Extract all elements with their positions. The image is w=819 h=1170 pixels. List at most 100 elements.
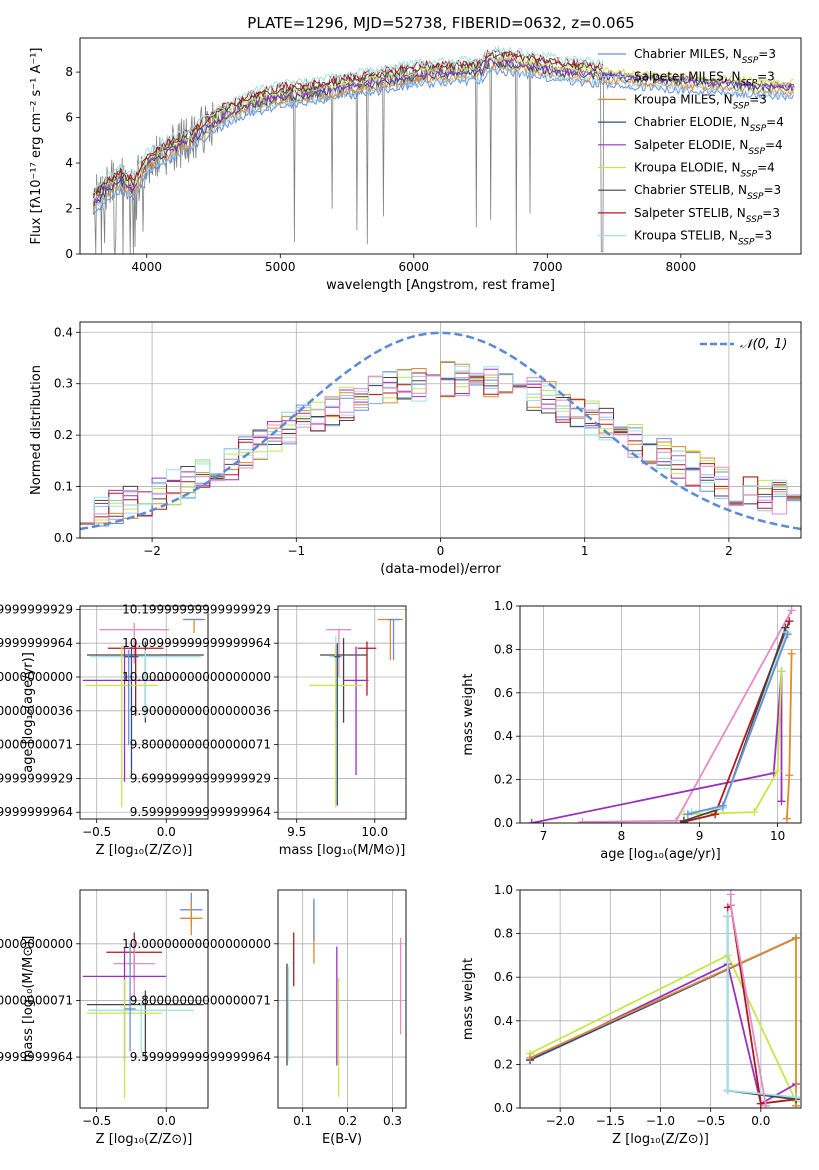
y-tick-label: 9.90000000000000036 [0,704,73,718]
y-tick-label: 0.3 [54,377,73,391]
data-point-marker [679,816,688,823]
grid-lines [80,890,208,1108]
y-tick-label: 0.2 [54,428,73,442]
chart-age-vs-mass: 9.5 10.0 9.59999999999999964 9.699999999999… [122,602,407,858]
y-tick-label: 9.90000000000000036 [130,704,271,718]
x-tick-label: 10.0 [361,825,388,839]
y-tick-label: 0 [65,247,73,261]
x-tick-label: 10 [770,829,785,843]
x-tick-label: 4000 [131,260,162,274]
figure-title: PLATE=1296, MJD=52738, FIBERID=0632, z=0… [247,14,634,32]
y-tick-label: 0.6 [494,970,513,984]
legend-entry: Chabrier STELIB, NSSP=3 [634,183,781,202]
y-tick-label: 9.59999999999999964 [0,1050,73,1064]
mass-weight-line [531,671,783,823]
model-series-line [93,44,604,194]
x-tick-label: −0.5 [696,1114,725,1128]
axes-frame [277,889,407,1109]
plot-area [80,331,801,531]
legend-entry: Salpeter ELODIE, NSSP=4 [634,138,783,157]
x-tick-label: −1.5 [596,1114,625,1128]
y-tick-label: 0.2 [494,773,513,787]
y-tick-label: 10.00000000000000000 [122,670,271,684]
y-tick-label: 2 [65,202,73,216]
data-point-marker [785,617,794,626]
data-point-marker [711,810,720,819]
plot-area [92,44,795,254]
y-tick-label: 10.19999999999999929 [122,602,271,616]
axes-frame [519,889,802,1109]
grid-lines [278,890,406,1108]
mass-weight-line [529,962,797,1105]
x-tick-label: 1 [581,544,589,558]
y-tick-label: 9.80000000000000071 [130,993,271,1007]
axes-frame [519,605,802,824]
mass-weight-line [683,671,783,816]
chart-mass-vs-Z: −0.5 0.0 9.59999999999999964 9.800000000000… [0,889,209,1147]
y-tick-label: 10.09999999999999964 [122,636,271,650]
legend-entry: Chabrier MILES, NSSP=3 [634,47,776,66]
y-tick-label: 10.19999999999999929 [0,602,73,616]
axes-frame [79,889,209,1109]
y-tick-label: 0.0 [494,1101,513,1115]
chart-mass-vs-EBV: 0.1 0.2 0.3 9.59999999999999964 9.8000000000… [122,889,407,1147]
data-point-marker [578,817,587,823]
axis-label: Z [log₁₀(Z/Z⊙)] [96,843,193,858]
legend-entry: 𝒩(0, 1) [740,337,787,352]
data-point-marker [761,1101,770,1108]
axis-label: age [log₁₀(age/yr)] [21,652,36,773]
axis-label: mass weight [461,673,476,755]
x-tick-label: 0.3 [383,1114,402,1128]
x-tick-label: 0.0 [157,825,176,839]
axis-label: E(B-V) [322,1132,362,1147]
y-tick-label: 9.69999999999999929 [0,771,73,785]
data-point-marker [791,933,800,942]
mass-weight-line [691,631,788,813]
axis-label: (data-model)/error [380,562,501,577]
chart-panels: 4000 5000 6000 7000 8000 0 2 4 6 8 wavelength [Ang… [0,37,802,1147]
y-tick-label: 0.6 [494,686,513,700]
model-series-line [92,50,604,199]
y-tick-label: 9.80000000000000071 [130,738,271,752]
data-point-marker [750,808,759,817]
y-tick-label: 9.69999999999999929 [130,771,271,785]
y-tick-label: 9.59999999999999964 [130,1050,271,1064]
y-tick-label: 0.4 [494,1014,513,1028]
data-point-marker [785,771,794,780]
x-tick-label: −0.5 [82,1114,111,1128]
axis-label: Z [log₁₀(Z/Z⊙)] [612,1132,709,1147]
axis-label: Normed distribution [29,365,44,495]
plot-area [309,618,403,808]
grid-lines [520,605,801,824]
legend-entry: Salpeter STELIB, NSSP=3 [634,206,780,225]
x-tick-label: 6000 [399,260,430,274]
x-tick-label: −1.0 [646,1114,675,1128]
y-tick-label: 0.8 [494,642,513,656]
y-tick-label: 8 [65,65,73,79]
plot-area [82,618,206,808]
chart-spectrum: 4000 5000 6000 7000 8000 0 2 4 6 8 wavelength [Ang… [29,37,802,293]
grid-lines [80,322,801,539]
x-tick-label: 0 [437,544,445,558]
data-point-marker [773,766,782,775]
model-series-line [92,49,604,196]
y-tick-label: 0.8 [494,927,513,941]
chart-mass-weight-vs-Z: −2.0 −1.5 −1.0 −0.5 0.0 0.0 0.2 0.4 0.6 0.8 1.0 Z [… [461,883,802,1147]
y-tick-label: 4 [65,156,73,170]
mass-weight-line [727,903,797,1105]
y-tick-label: 0.2 [494,1057,513,1071]
chart-mass-weight-vs-age: 7 8 9 10 0.0 0.2 0.4 0.6 0.8 1.0 age [log₁₀(age/yr… [461,599,802,862]
axes-frame [79,321,802,539]
model-series-line [92,67,794,215]
y-tick-label: 10.00000000000000000 [122,937,271,951]
x-tick-label: 9.5 [287,825,306,839]
x-tick-label: 8 [618,829,626,843]
y-tick-label: 0.0 [494,816,513,830]
x-tick-label: 0.2 [338,1114,357,1128]
data-point-marker [723,912,732,921]
y-tick-label: 10.00000000000000000 [0,670,73,684]
axis-label: age [log₁₀(age/yr)] [600,847,721,862]
axis-label: Flux [fλ10⁻¹⁷ erg cm⁻² s⁻¹ A⁻¹] [29,48,44,245]
